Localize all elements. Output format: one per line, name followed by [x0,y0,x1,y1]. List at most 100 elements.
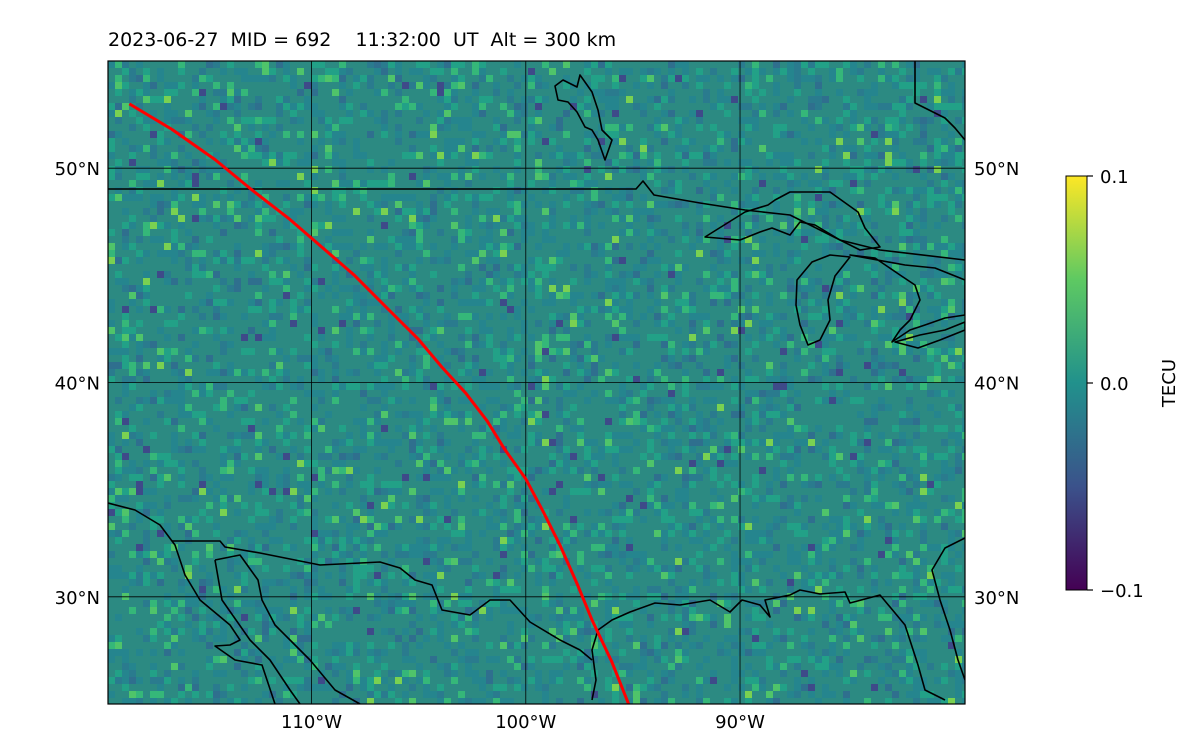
tec-cell [696,551,703,558]
tec-cell [115,110,122,117]
tec-cell [640,257,647,264]
tec-cell [619,390,626,397]
tec-cell [381,586,388,593]
tec-cell [178,243,185,250]
tec-cell [717,404,724,411]
tec-cell [563,75,570,82]
tec-cell [381,530,388,537]
tec-cell [752,614,759,621]
tec-cell [675,278,682,285]
tec-cell [941,600,948,607]
tec-cell [899,236,906,243]
tec-cell [633,82,640,89]
tec-cell [458,355,465,362]
tec-cell [962,278,965,285]
tec-cell [689,96,696,103]
tec-cell [269,404,276,411]
tec-cell [612,600,619,607]
tec-cell [262,418,269,425]
tec-cell [808,96,815,103]
tec-cell [437,635,444,642]
tec-cell [472,292,479,299]
tec-cell [654,432,661,439]
tec-cell [647,250,654,257]
tec-cell [416,460,423,467]
tec-cell [871,481,878,488]
tec-cell [703,418,710,425]
tec-cell [115,278,122,285]
tec-cell [927,187,934,194]
tec-cell [822,537,829,544]
tec-cell [654,649,661,656]
tec-cell [619,446,626,453]
tec-cell [381,68,388,75]
tec-cell [276,432,283,439]
tec-cell [269,299,276,306]
tec-cell [906,383,913,390]
tec-cell [262,334,269,341]
tec-cell [185,131,192,138]
tec-cell [668,320,675,327]
tec-cell [710,250,717,257]
tec-cell [136,61,143,68]
tec-cell [948,250,955,257]
tec-cell [311,278,318,285]
tec-cell [283,404,290,411]
tec-cell [157,579,164,586]
tec-cell [199,383,206,390]
tec-cell [129,432,136,439]
tec-cell [514,516,521,523]
tec-cell [563,110,570,117]
tec-cell [416,201,423,208]
tec-cell [920,152,927,159]
tec-cell [318,544,325,551]
tec-cell [885,530,892,537]
tec-cell [626,481,633,488]
tec-cell [129,460,136,467]
tec-cell [143,369,150,376]
tec-cell [689,607,696,614]
tec-cell [451,152,458,159]
tec-cells [108,61,965,704]
tec-cell [395,439,402,446]
tec-cell [745,439,752,446]
tec-cell [465,628,472,635]
tec-cell [535,152,542,159]
tec-cell [780,159,787,166]
tec-cell [584,621,591,628]
tec-cell [563,530,570,537]
tec-cell [612,586,619,593]
tec-cell [311,362,318,369]
tec-cell [682,691,689,698]
tec-cell [801,481,808,488]
tec-cell [843,502,850,509]
tec-cell [654,362,661,369]
tec-cell [955,670,962,677]
tec-cell [157,621,164,628]
tec-cell [402,502,409,509]
tec-cell [647,397,654,404]
tec-cell [346,502,353,509]
tec-cell [948,467,955,474]
tec-cell [633,411,640,418]
tec-cell [416,614,423,621]
tec-cell [892,656,899,663]
tec-cell [136,565,143,572]
tec-cell [850,544,857,551]
tec-cell [451,411,458,418]
tec-cell [724,285,731,292]
tec-cell [913,565,920,572]
tec-cell [297,642,304,649]
tec-cell [227,446,234,453]
tec-cell [626,313,633,320]
tec-cell [157,362,164,369]
tec-cell [192,691,199,698]
tec-cell [829,180,836,187]
tec-cell [584,264,591,271]
tec-cell [395,103,402,110]
tec-cell [486,341,493,348]
tec-cell [115,572,122,579]
tec-cell [815,376,822,383]
tec-cell [262,509,269,516]
tec-cell [528,516,535,523]
